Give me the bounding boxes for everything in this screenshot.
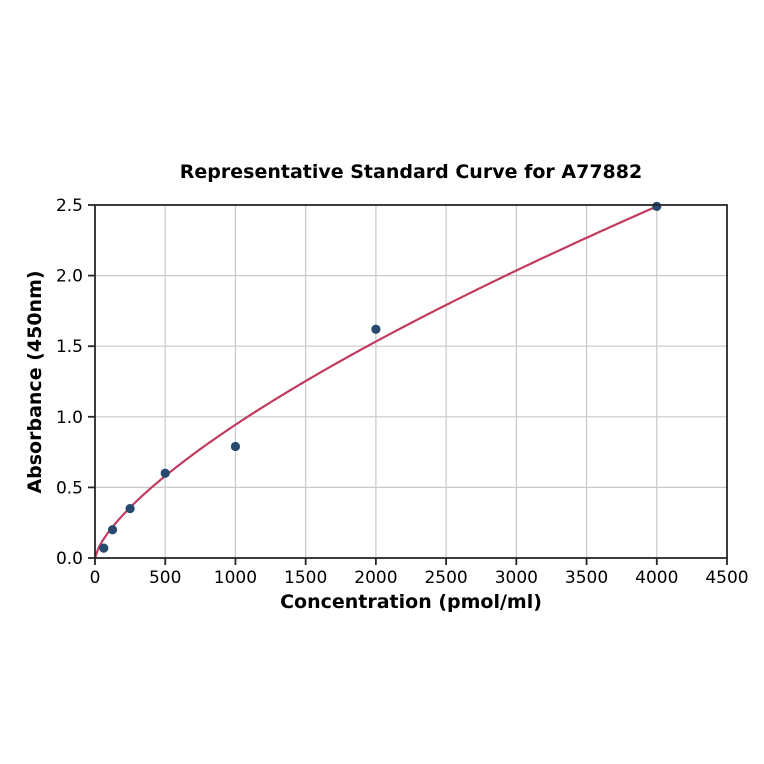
x-tick-label: 4000 [635,568,678,588]
y-tick-label: 2.5 [56,196,83,216]
y-tick-label: 0.0 [56,549,83,569]
data-point [107,525,118,535]
data-point [652,201,662,212]
x-tick-label: 3500 [565,568,608,588]
x-tick-label: 3000 [495,568,538,588]
y-tick-label: 0.5 [56,478,83,498]
x-tick-label: 500 [149,568,181,588]
fit-curve [93,205,658,560]
chart-title: Representative Standard Curve for A77882 [179,161,643,183]
data-point [230,441,241,452]
data-point [99,543,109,553]
x-tick-label: 1000 [214,568,257,588]
x-tick-label: 4500 [705,568,748,588]
x-axis-label: Concentration (pmol/ml) [280,591,542,613]
data-point [160,468,170,478]
y-tick-label: 1.5 [56,337,83,357]
x-tick-label: 2500 [424,568,467,588]
x-tick-label: 1500 [284,568,327,588]
data-point [371,324,381,334]
x-tick-label: 0 [90,568,101,588]
x-tick-label: 2000 [354,568,397,588]
y-tick-label: 2.0 [56,267,83,287]
y-tick-label: 1.0 [56,408,83,428]
axes-frame [94,204,728,559]
data-point [125,503,135,514]
